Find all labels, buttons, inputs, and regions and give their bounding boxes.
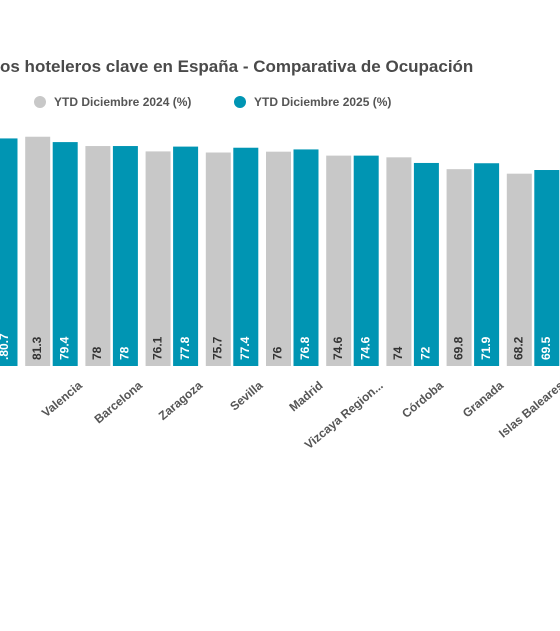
bar-2025-8	[474, 163, 500, 366]
bar-value-label-2025-1: 79.4	[57, 336, 71, 360]
bar-2024-6	[326, 155, 352, 366]
bar-value-label-2024-6: 74.6	[331, 336, 345, 360]
bar-2025-2	[112, 146, 138, 366]
bar-value-label-2025-7: 72	[419, 346, 433, 360]
bar-2024-4	[205, 152, 231, 366]
bar-2024-9	[506, 173, 532, 366]
bar-2024-5	[266, 151, 291, 366]
legend-label-2024: YTD Diciembre 2024 (%)	[54, 95, 191, 109]
bar-value-label-2024-4: 75.7	[210, 336, 224, 360]
bar-2025-3	[173, 146, 199, 366]
category-label-5: Madrid	[286, 378, 325, 414]
category-label-4: Sevilla	[227, 378, 265, 413]
bar-value-label-2024-5: 76	[271, 346, 285, 360]
bar-value-label-2024-3: 76.1	[150, 336, 164, 360]
bar-2025-5	[293, 149, 319, 366]
category-labels: Valencia Barcelona Zaragoza Sevilla MadridVi…	[39, 378, 560, 452]
category-label-3: Zaragoza	[156, 378, 206, 423]
bar-2025-9	[534, 170, 560, 366]
bar-2024-8	[446, 169, 472, 366]
legend: YTD Diciembre 2024 (%) YTD Diciembre 202…	[34, 95, 391, 109]
bar-value-label-2024-1: 81.3	[30, 336, 44, 360]
bar-2025-1	[52, 142, 78, 366]
bar-value-label-2024-2: 78	[90, 346, 104, 360]
bar-2024-3	[145, 151, 171, 366]
bar-value-label-2025-4: 77.4	[238, 336, 252, 360]
chart-title: os hoteleros clave en España - Comparati…	[0, 57, 473, 76]
bar-value-label-2025-5: 76.8	[298, 336, 312, 360]
bar-2025-4	[233, 147, 259, 366]
bar-value-label-2025-2: 78	[118, 346, 132, 360]
bar-2024-2	[85, 146, 111, 366]
bar-2025-6	[353, 155, 379, 366]
legend-marker-2025	[234, 96, 246, 108]
bar-value-label-2024-9: 68.2	[511, 336, 525, 360]
category-label-7: Córdoba	[399, 378, 446, 421]
category-label-1: Valencia	[39, 378, 85, 420]
category-label-2: Barcelona	[92, 378, 146, 426]
bar-2024-1	[25, 136, 51, 366]
category-label-8: Granada	[460, 378, 507, 420]
bar-value-label-2025-3: 77.8	[178, 336, 192, 360]
legend-label-2025: YTD Diciembre 2025 (%)	[254, 95, 391, 109]
bar-value-label-2024-7: 74	[391, 346, 405, 360]
bar-value-label-2024-8: 69.8	[451, 336, 465, 360]
bar-value-label-2025-6: 74.6	[358, 336, 372, 360]
legend-marker-2024	[34, 96, 46, 108]
bar-value-label-2025-9: 69.5	[539, 336, 553, 360]
bar-2025-0	[0, 138, 18, 366]
bars-group: .80.7 81.3 79.4 78 78 76.1 77.8 75.7 77.4 76 76.8 7…	[0, 136, 560, 366]
bar-2024-7	[386, 157, 412, 366]
category-label-9: Islas Baleares	[496, 378, 560, 440]
bar-value-label-2025-8: 71.9	[479, 336, 493, 360]
bar-value-label-2025-0: .80.7	[0, 333, 11, 360]
bar-2025-7	[413, 162, 439, 366]
